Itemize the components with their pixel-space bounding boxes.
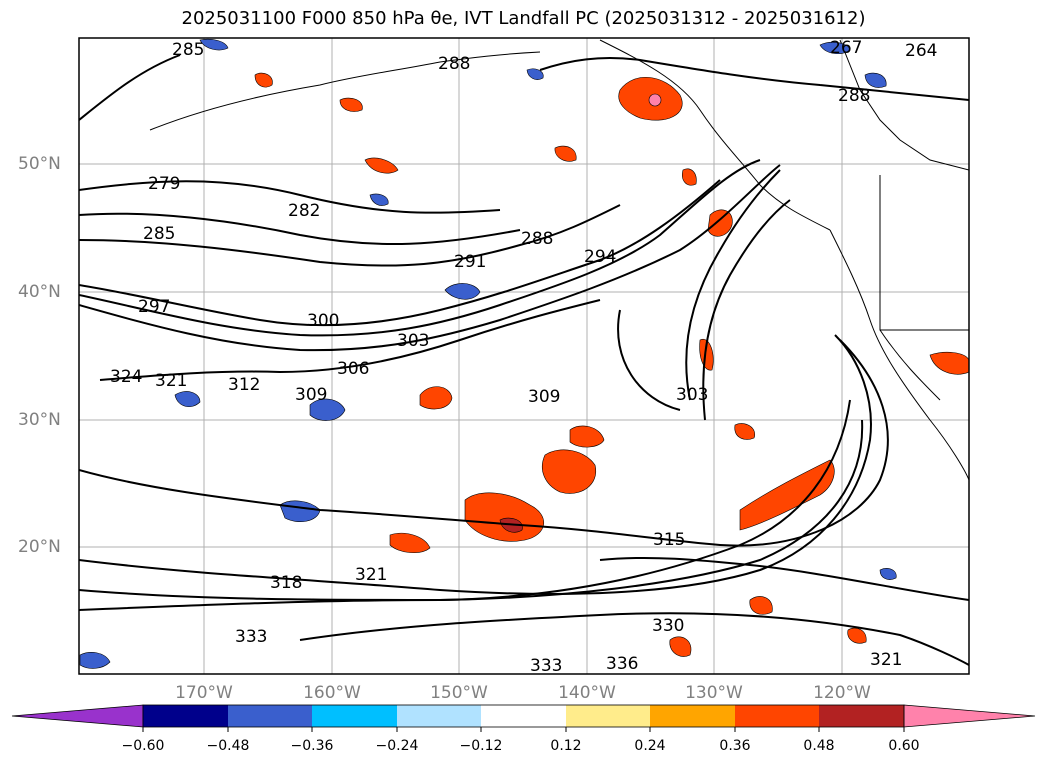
coastlines: [149, 39, 969, 481]
lon-label-160w: 160°W: [303, 683, 361, 703]
contour-label: 318: [270, 573, 302, 593]
contour-label: 330: [652, 616, 684, 636]
contour-label: 315: [653, 530, 685, 550]
contour-label: 333: [530, 656, 562, 676]
contour-label: 279: [148, 174, 180, 194]
lon-label-130w: 130°W: [685, 683, 743, 703]
contour-label: 288: [838, 86, 870, 106]
map-background: [79, 38, 969, 674]
contour-labels: 279 282 285 288 291 294 297 300 303 306 …: [110, 38, 937, 676]
colorbar-extend-min: [11, 704, 144, 728]
colorbar-label: 0.12: [550, 738, 582, 754]
contour-label: 333: [235, 627, 267, 647]
contour-label: 309: [295, 385, 327, 405]
contour-label: 288: [438, 54, 470, 74]
map-content: 279 282 285 288 291 294 297 300 303 306 …: [79, 38, 969, 676]
contour-label: 294: [584, 247, 616, 267]
theta-e-contours: [79, 54, 969, 666]
contour-label: 306: [337, 359, 369, 379]
colorbar-label: 0.60: [888, 738, 920, 754]
contour-label: 285: [172, 40, 204, 60]
lon-label-120w: 120°W: [813, 683, 871, 703]
contour-label: 297: [138, 297, 170, 317]
colorbar-segment: [228, 705, 312, 727]
gridlines: [79, 38, 969, 674]
map-frame: [78, 37, 970, 675]
contour-label: 324: [110, 367, 142, 387]
colorbar-segment: [735, 705, 819, 727]
contour-label: 321: [355, 565, 387, 585]
contour-label: 285: [143, 224, 175, 244]
lat-label-40n: 40°N: [18, 282, 61, 302]
contour-label: 321: [155, 371, 187, 391]
colorbar-label: −0.12: [459, 738, 503, 754]
colorbar-label: 0.48: [803, 738, 835, 754]
contour-label: 312: [228, 375, 260, 395]
colorbar-segment: [819, 705, 904, 727]
colorbar-segment: [312, 705, 397, 727]
contour-label: 264: [905, 41, 937, 61]
lon-label-170w: 170°W: [175, 683, 233, 703]
colorbar-segment: [143, 705, 228, 727]
colorbar-segment: [650, 705, 735, 727]
lat-label-20n: 20°N: [18, 537, 61, 557]
colorbar-label: −0.36: [290, 738, 334, 754]
lon-label-150w: 150°W: [430, 683, 488, 703]
colorbar-label: 0.36: [719, 738, 751, 754]
contour-label: 336: [606, 654, 638, 674]
colorbar-label: 0.24: [634, 738, 666, 754]
colorbar-segment: [566, 705, 650, 727]
contour-label: 303: [397, 331, 429, 351]
contour-label: 291: [454, 252, 486, 272]
contour-label: 288: [521, 229, 553, 249]
lat-label-50n: 50°N: [18, 154, 61, 174]
lon-label-140w: 140°W: [558, 683, 616, 703]
colorbar-label: −0.60: [121, 738, 165, 754]
colorbar-label: −0.48: [206, 738, 250, 754]
contour-label: 267: [830, 38, 862, 58]
contour-label: 282: [288, 201, 320, 221]
map-title: 2025031100 F000 850 hPa θe, IVT Landfall…: [181, 8, 866, 29]
colorbar-segment: [397, 705, 481, 727]
colorbar-segment: [481, 705, 566, 727]
colorbar-extend-max: [903, 704, 1036, 728]
contour-label: 321: [870, 650, 902, 670]
colorbar-label: −0.24: [375, 738, 419, 754]
contour-label: 309: [528, 387, 560, 407]
contour-label: 303: [676, 385, 708, 405]
lat-label-30n: 30°N: [18, 410, 61, 430]
colorbar: [11, 704, 1036, 732]
contour-label: 300: [307, 311, 339, 331]
colorbar-outline: [142, 704, 905, 728]
